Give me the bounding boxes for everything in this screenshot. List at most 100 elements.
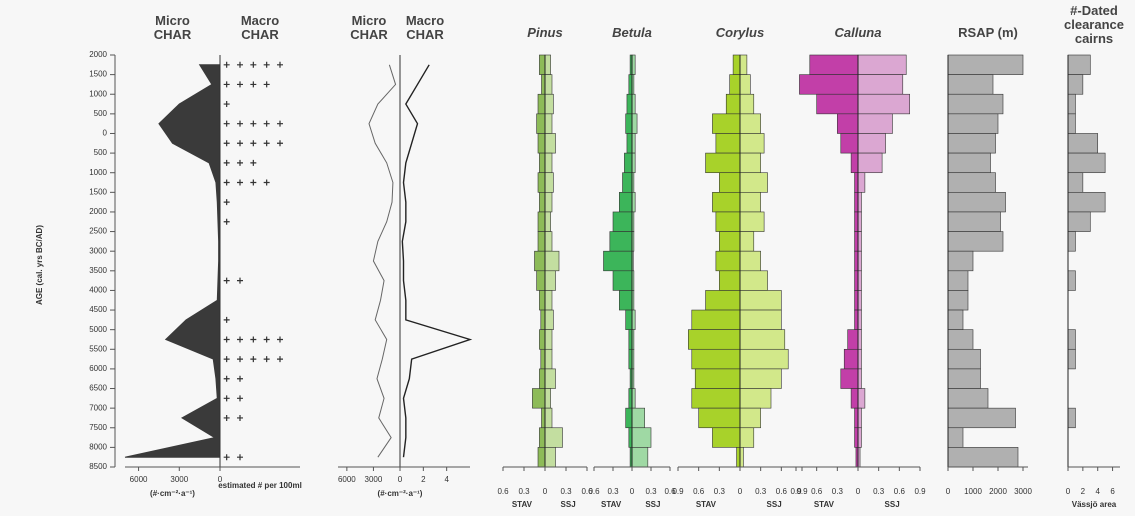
series-title: Macro CHAR xyxy=(405,13,445,42)
pollen-bar xyxy=(612,211,633,232)
pollen-bar xyxy=(857,368,862,389)
x-axis-label: Vässjö area xyxy=(1072,500,1117,509)
bar xyxy=(947,133,996,154)
pollen-bar xyxy=(544,74,553,95)
y-tick-label: 3000 xyxy=(89,246,107,255)
x-tick-label: 0.6 xyxy=(776,487,788,496)
pollen-bar xyxy=(857,54,907,75)
bar xyxy=(947,74,994,95)
pollen-bar xyxy=(854,192,859,213)
macro-char-crosses xyxy=(223,101,230,108)
pollen-bar xyxy=(691,309,741,330)
pollen-bar xyxy=(840,368,859,389)
pollen-bar xyxy=(698,407,741,429)
series-label: STAV xyxy=(814,500,835,509)
x-tick-label: 0.3 xyxy=(832,487,844,496)
bar xyxy=(947,211,1001,232)
x-tick-label: 0 xyxy=(1066,487,1071,496)
bar xyxy=(1067,231,1076,252)
bar xyxy=(1067,329,1076,350)
bar xyxy=(947,93,1004,115)
pollen-bar xyxy=(544,172,554,193)
pollen-bar xyxy=(626,133,633,154)
pollen-bar xyxy=(705,290,741,311)
pollen-bar xyxy=(544,309,554,330)
y-tick-label: 8500 xyxy=(89,462,107,471)
x-axis-label: estimated # per 100ml xyxy=(218,481,302,490)
bar xyxy=(947,427,964,448)
macro-char-crosses xyxy=(223,120,283,127)
pollen-bar xyxy=(854,231,859,252)
bar xyxy=(947,250,974,272)
pollen-bar xyxy=(532,388,546,409)
series-label: STAV xyxy=(696,500,717,509)
panel-title: Calluna xyxy=(834,25,882,40)
pollen-bar xyxy=(715,250,741,272)
pollen-bar xyxy=(857,427,862,448)
macro-char-crosses xyxy=(223,61,283,68)
pollen-bar xyxy=(854,309,859,330)
x-tick-label: 4 xyxy=(1095,487,1100,496)
bar xyxy=(1067,270,1076,291)
pollen-bar xyxy=(539,192,546,213)
macro-char-crosses xyxy=(223,277,243,284)
macro-char-crosses xyxy=(223,140,283,147)
series-title: Micro CHAR xyxy=(153,13,192,42)
pollen-bar xyxy=(537,211,546,232)
x-tick-label: 0 xyxy=(630,487,635,496)
pollen-bar xyxy=(715,211,741,232)
panel-title: Corylus xyxy=(715,25,765,40)
pollen-bar xyxy=(544,133,556,154)
pollen-bar xyxy=(544,427,563,448)
pollen-bar xyxy=(739,447,744,468)
y-tick-label: 2500 xyxy=(89,227,107,236)
bar xyxy=(1067,211,1091,232)
pollen-bar xyxy=(850,152,859,174)
bar xyxy=(947,348,981,370)
pollen-bar xyxy=(694,368,741,389)
pollen-bar xyxy=(840,133,859,154)
pollen-bar xyxy=(857,113,893,134)
bar xyxy=(1067,152,1106,174)
x-tick-label: 2000 xyxy=(989,487,1007,496)
pollen-bar xyxy=(739,407,761,429)
macro-char-crosses xyxy=(223,336,283,343)
x-tick-label: 0 xyxy=(218,475,223,484)
x-tick-label: 0.3 xyxy=(518,487,530,496)
pollen-bar xyxy=(712,427,741,448)
y-tick-label: 4500 xyxy=(89,305,107,314)
x-tick-label: 0.6 xyxy=(664,487,676,496)
macro-char-crosses xyxy=(223,395,243,402)
pollen-bar xyxy=(537,172,546,193)
x-tick-label: 0 xyxy=(398,475,403,484)
pollen-bar xyxy=(631,113,638,134)
x-tick-label: 0.3 xyxy=(755,487,767,496)
pollen-bar xyxy=(544,368,556,389)
y-tick-label: 500 xyxy=(94,109,108,118)
pollen-bar xyxy=(534,250,546,272)
pollen-bar xyxy=(739,54,748,75)
pollen-bar xyxy=(739,250,761,272)
pollen-bar xyxy=(857,270,862,291)
pollen-bar xyxy=(544,152,553,174)
x-tick-label: 6000 xyxy=(338,475,356,484)
bar xyxy=(1067,54,1091,75)
x-tick-label: 0.6 xyxy=(497,487,509,496)
pollen-bar xyxy=(612,270,633,291)
x-tick-label: 0.6 xyxy=(581,487,593,496)
pollen-bar xyxy=(809,54,859,75)
x-tick-label: 0.6 xyxy=(811,487,823,496)
pollen-bar xyxy=(539,427,546,448)
y-tick-label: 7000 xyxy=(89,403,107,412)
bar xyxy=(947,290,969,311)
y-tick-label: 8000 xyxy=(89,442,107,451)
pollen-bar xyxy=(712,192,741,213)
pollen-bar xyxy=(854,172,859,193)
y-tick-label: 3500 xyxy=(89,266,107,275)
y-axis-label: AGE (cal. yrs BC/AD) xyxy=(35,225,44,305)
pollen-bar xyxy=(539,54,546,75)
pollen-bar xyxy=(739,211,765,232)
y-tick-label: 2000 xyxy=(89,207,107,216)
pollen-bar xyxy=(625,113,633,134)
